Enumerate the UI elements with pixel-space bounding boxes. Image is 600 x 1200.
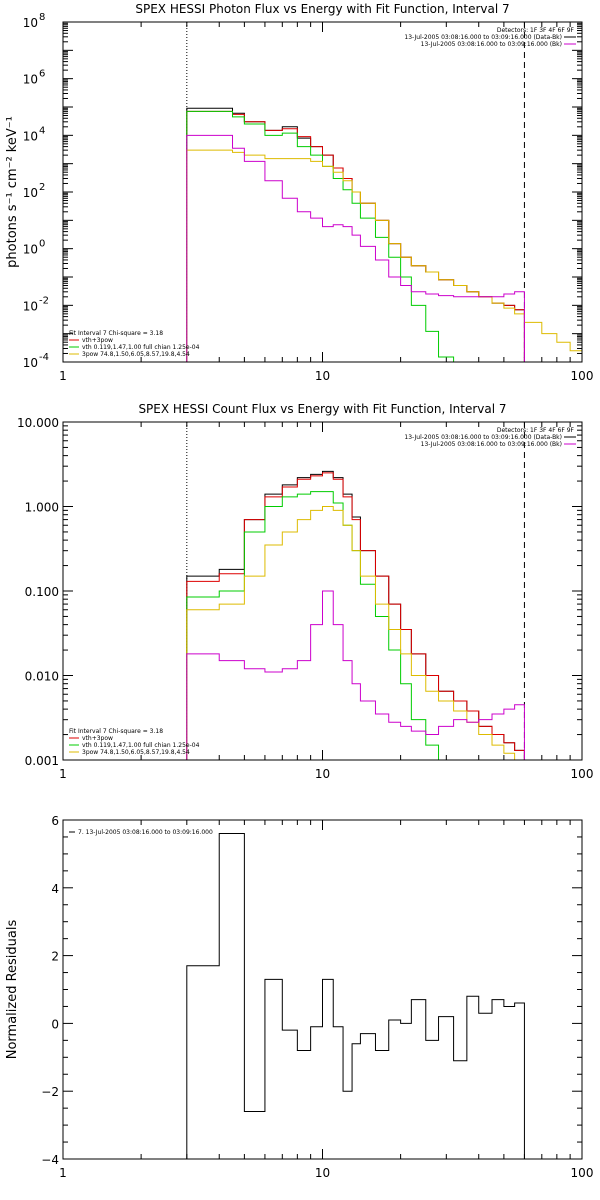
y-tick-label: 4 (51, 882, 59, 896)
x-tick-label: 100 (571, 1166, 594, 1180)
photon-flux-chart: SPEX HESSI Photon Flux vs Energy with Fi… (5, 2, 594, 383)
x-tick-label: 1 (59, 369, 67, 383)
y-tick-exponent: -4 (39, 352, 49, 363)
y-tick-exponent: -2 (39, 295, 49, 306)
y-axis-label: photons s⁻¹ cm⁻² keV⁻¹ (5, 116, 20, 268)
y-tick-label: 10 (23, 16, 38, 30)
legend-entry: Detectors: 1F 3F 4F 6F 9F (497, 427, 575, 434)
y-tick-label: 0.100 (25, 585, 59, 599)
legend-entry: 7. 13-Jul-2005 03:08:16.000 to 03:09:16.… (78, 829, 213, 836)
x-tick-label: 10 (315, 767, 330, 781)
y-tick-exponent: 6 (39, 69, 45, 80)
y-tick-label: −4 (41, 1153, 59, 1167)
y-tick-label: 0.010 (25, 670, 59, 684)
legend-entry: Detectors: 1F 3F 4F 6F 9F (497, 27, 575, 34)
count-flux-chart: SPEX HESSI Count Flux vs Energy with Fit… (17, 402, 594, 781)
legend-entry: vth+3pow (82, 735, 113, 742)
series-line-1 (186, 110, 525, 362)
series-line-2 (186, 491, 467, 760)
legend-entry: 3pow 74.8,1.50,6.05,8.57,19.8,4.54 (82, 749, 190, 756)
y-tick-exponent: 2 (39, 182, 45, 193)
series-line-4 (186, 134, 525, 362)
y-tick-label: 10 (23, 73, 38, 87)
y-tick-label: 10 (23, 299, 38, 313)
series-line-0 (186, 833, 525, 1159)
series-line-1 (186, 472, 525, 760)
y-tick-label: 1.000 (25, 501, 59, 515)
y-tick-label: 6 (51, 814, 59, 828)
x-tick-label: 100 (571, 767, 594, 781)
legend-entry: vth 0.119,1.47,1.00 full chian 1.25e-04 (82, 742, 200, 749)
y-axis-label: Normalized Residuals (5, 920, 20, 1060)
plot-frame (62, 819, 583, 1160)
series-line-0 (186, 470, 525, 760)
series-group (186, 107, 582, 362)
x-tick-label: 10 (315, 369, 330, 383)
y-tick-label: 10 (23, 243, 38, 257)
legend-entry: 13-Jul-2005 03:08:16.000 to 03:09:16.000… (421, 441, 562, 448)
chart-title: SPEX HESSI Photon Flux vs Energy with Fi… (135, 2, 509, 16)
y-tick-label: 10.000 (17, 416, 59, 430)
series-group (186, 470, 525, 760)
series-group (186, 833, 525, 1159)
legend-entry: 13-Jul-2005 03:08:16.000 to 03:09:16.000… (421, 41, 562, 48)
y-tick-label: 2 (51, 950, 59, 964)
series-line-3 (186, 149, 582, 362)
legend-entry: vth+3pow (82, 337, 113, 344)
plot-frame (62, 421, 583, 761)
y-tick-exponent: 0 (39, 239, 45, 250)
y-tick-label: 0.001 (25, 754, 59, 768)
x-tick-label: 1 (59, 1166, 67, 1180)
y-tick-label: 10 (23, 129, 38, 143)
y-tick-label: 10 (23, 356, 38, 370)
chart-title: SPEX HESSI Count Flux vs Energy with Fit… (138, 402, 506, 416)
x-tick-label: 100 (571, 369, 594, 383)
residuals-chart: 1 10 100 −4 −2 0 2 4 6 Normalized Residuals 7. 13-… (5, 814, 594, 1180)
legend-entry: vth 0.119,1.47,1.00 full chian 1.25e-04 (82, 344, 200, 351)
legend-entry: Fit Interval 7 Chi-square = 3.18 (69, 330, 163, 337)
legend-entry: 13-Jul-2005 03:08:16.000 to 03:09:16.000… (404, 434, 562, 441)
y-tick-label: 0 (51, 1017, 59, 1031)
legend-entry: 3pow 74.8,1.50,6.05,8.57,19.8,4.54 (82, 351, 190, 358)
y-tick-exponent: 8 (39, 12, 45, 23)
series-line-2 (186, 110, 455, 362)
y-tick-label: −2 (41, 1085, 59, 1099)
y-tick-exponent: 4 (39, 125, 45, 136)
series-line-4 (186, 590, 525, 760)
legend-entry: 13-Jul-2005 03:08:16.000 to 03:09:16.000… (404, 34, 562, 41)
x-tick-label: 1 (59, 767, 67, 781)
plot-frame (62, 21, 583, 363)
y-tick-label: 10 (23, 186, 38, 200)
x-tick-label: 10 (315, 1166, 330, 1180)
legend-entry: Fit Interval 7 Chi-square = 3.18 (69, 728, 163, 735)
